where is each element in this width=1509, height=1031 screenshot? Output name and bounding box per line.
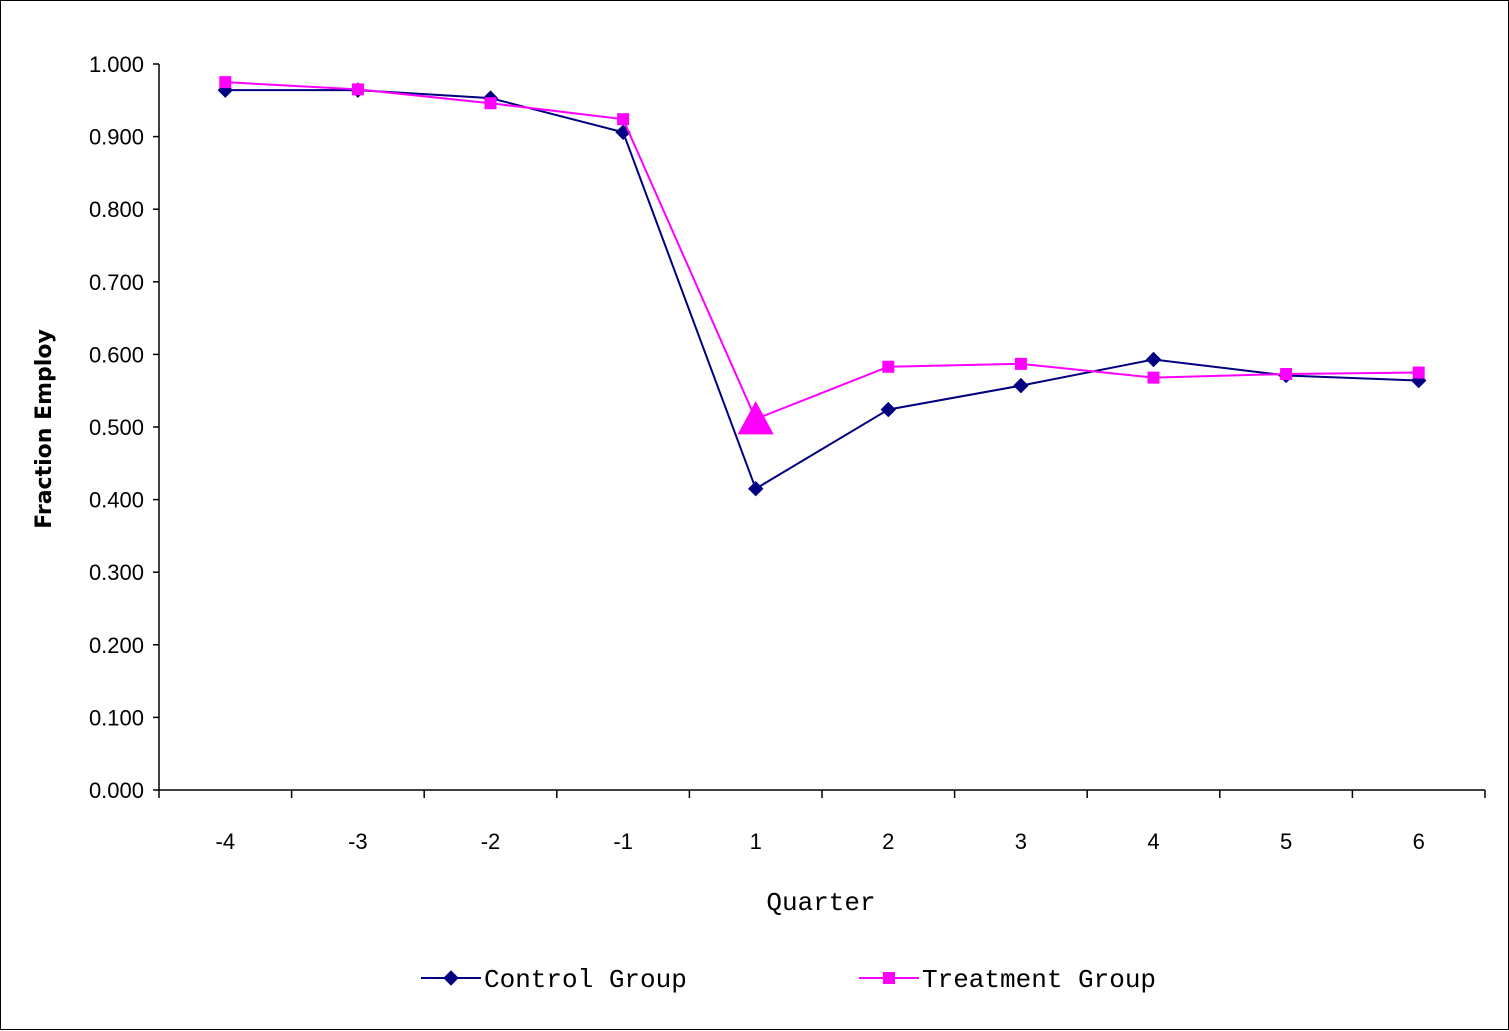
y-tick-labels: 0.000 0.100 0.200 0.300 0.400 0.500 0.600 0.700…	[89, 52, 144, 803]
legend-item-treatment-group: Treatment Group	[859, 965, 1156, 995]
legend-item-control-group: Control Group	[421, 965, 687, 995]
data-point-treatment-group	[219, 76, 232, 89]
data-point-treatment-group	[351, 83, 364, 96]
y-tick-label: 0.900	[89, 125, 144, 150]
series-control-group	[217, 82, 1427, 497]
x-tick-label: 1	[750, 829, 762, 854]
y-tick-label: 0.200	[89, 633, 144, 658]
data-point-treatment-group	[1412, 366, 1425, 379]
series-treatment-group	[219, 76, 1425, 426]
x-tick-label: 6	[1413, 829, 1425, 854]
data-point-control-group	[1145, 351, 1162, 368]
y-tick-label: 0.600	[89, 342, 144, 367]
data-point-treatment-group	[1147, 371, 1160, 384]
legend-marker	[443, 970, 459, 986]
x-tick-label: 3	[1015, 829, 1027, 854]
y-tick-label: 0.300	[89, 560, 144, 585]
x-tick-label: -4	[216, 829, 236, 854]
data-point-treatment-group	[882, 360, 895, 373]
data-point-control-group	[747, 481, 764, 497]
y-tick-label: 1.000	[89, 52, 144, 77]
data-point-treatment-group	[617, 113, 630, 126]
data-point-treatment-group	[1014, 357, 1027, 370]
x-tick-label: 5	[1280, 829, 1292, 854]
y-tick-label: 0.000	[89, 778, 144, 803]
y-tick-label: 0.500	[89, 415, 144, 440]
series-layer	[217, 76, 1427, 497]
data-point-treatment-group	[1280, 368, 1293, 381]
x-tick-label: 4	[1147, 829, 1159, 854]
y-tick-label: 0.800	[89, 197, 144, 222]
data-point-control-group	[1013, 377, 1029, 394]
data-point-control-group	[880, 401, 897, 418]
legend-marker	[883, 972, 895, 984]
legend-label: Treatment Group	[922, 965, 1156, 995]
x-tick-label: -2	[481, 829, 501, 854]
data-point-treatment-group	[484, 97, 497, 110]
annotation-triangle	[737, 401, 774, 435]
legend-label: Control Group	[484, 965, 687, 995]
series-line-treatment-group	[225, 81, 1419, 421]
legend: Control Group Treatment Group	[421, 965, 1156, 995]
x-tick-label: 2	[882, 829, 894, 854]
x-tick-label: -3	[348, 829, 368, 854]
axes	[153, 63, 1486, 798]
y-tick-label: 0.100	[89, 705, 144, 730]
y-axis-label: Fraction Employ	[32, 329, 57, 529]
x-axis-label: Quarter	[766, 888, 875, 918]
series-line-control-group	[225, 89, 1419, 491]
y-tick-label: 0.400	[89, 488, 144, 513]
x-tick-labels: -4 -3 -2 -1 1 2 3 4 5 6	[216, 829, 1425, 854]
y-tick-label: 0.700	[89, 270, 144, 295]
annotations-layer	[737, 401, 774, 435]
x-tick-label: -1	[613, 829, 633, 854]
